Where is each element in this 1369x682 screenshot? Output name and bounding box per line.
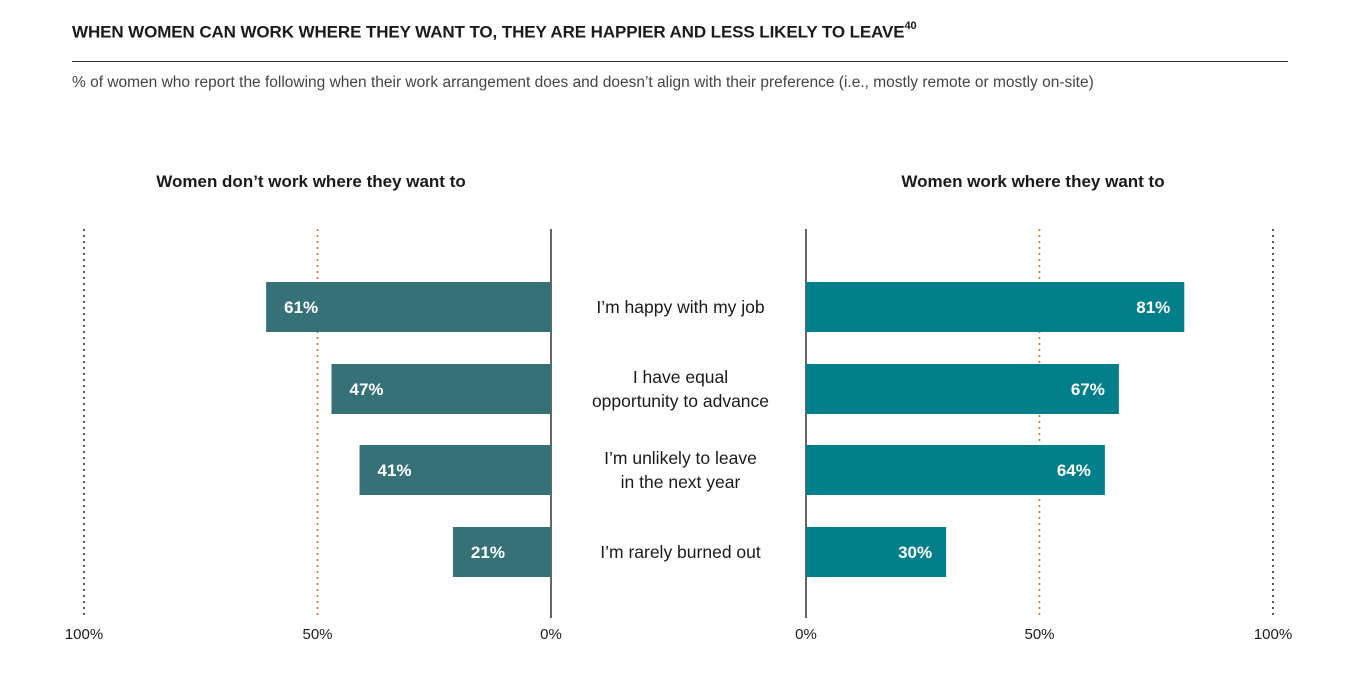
reference-lines <box>83 229 1274 618</box>
bar-value-label-right-3: 30% <box>898 543 932 562</box>
bar-value-label-left-1: 47% <box>350 380 384 399</box>
category-label-line: I’m rarely burned out <box>600 542 761 562</box>
category-label-line: I’m happy with my job <box>596 297 764 317</box>
tick-label-right-100: 100% <box>1254 626 1292 643</box>
tick-labels: 100% 50% 0% 0% 50% 100% <box>65 626 1292 643</box>
bar-value-label-right-0: 81% <box>1136 298 1170 317</box>
tick-label-right-50: 50% <box>1024 626 1054 643</box>
tick-label-right-0: 0% <box>795 626 817 643</box>
category-label-line: in the next year <box>621 472 741 492</box>
bar-value-label-right-1: 67% <box>1071 380 1105 399</box>
title-footnote: 40 <box>904 20 917 32</box>
category-label-line: I’m unlikely to leave <box>604 448 757 468</box>
bar-value-label-right-2: 64% <box>1057 461 1091 480</box>
category-label-2: I’m unlikely to leave in the next year <box>604 448 757 492</box>
category-label-3: I’m rarely burned out <box>600 542 761 562</box>
bar-value-label-left-0: 61% <box>284 298 318 317</box>
bar-right-1 <box>806 364 1119 414</box>
category-label-line: I have equal <box>633 367 728 387</box>
chart-title: WHEN WOMEN CAN WORK WHERE THEY WANT TO, … <box>72 20 917 42</box>
bar-value-label-left-3: 21% <box>471 543 505 562</box>
bar-right-3 <box>806 527 947 577</box>
category-labels: I’m happy with my job I have equal opportu… <box>592 297 769 562</box>
bar-right-0 <box>806 282 1185 332</box>
category-label-line: opportunity to advance <box>592 391 769 411</box>
category-label-1: I have equal opportunity to advance <box>592 367 769 411</box>
bar-left-0 <box>266 282 551 332</box>
bar-left-1 <box>331 364 551 414</box>
bar-value-label-left-2: 41% <box>378 461 412 480</box>
panel-title-left: Women don’t work where they want to <box>156 172 466 191</box>
bars: 61% 47% 41% 21% 81% 67% 64% 30% <box>266 282 1185 577</box>
bar-right-2 <box>806 445 1105 495</box>
chart-subtitle: % of women who report the following when… <box>72 74 1094 91</box>
title-divider <box>72 61 1288 62</box>
bar-left-2 <box>359 445 551 495</box>
panel-titles: Women don’t work where they want to Women… <box>156 172 1164 191</box>
tick-label-left-50: 50% <box>302 626 332 643</box>
category-label-0: I’m happy with my job <box>596 297 764 317</box>
tick-label-left-0: 0% <box>540 626 562 643</box>
panel-title-right: Women work where they want to <box>901 172 1164 191</box>
tick-label-left-100: 100% <box>65 626 103 643</box>
bar-left-3 <box>452 527 551 577</box>
